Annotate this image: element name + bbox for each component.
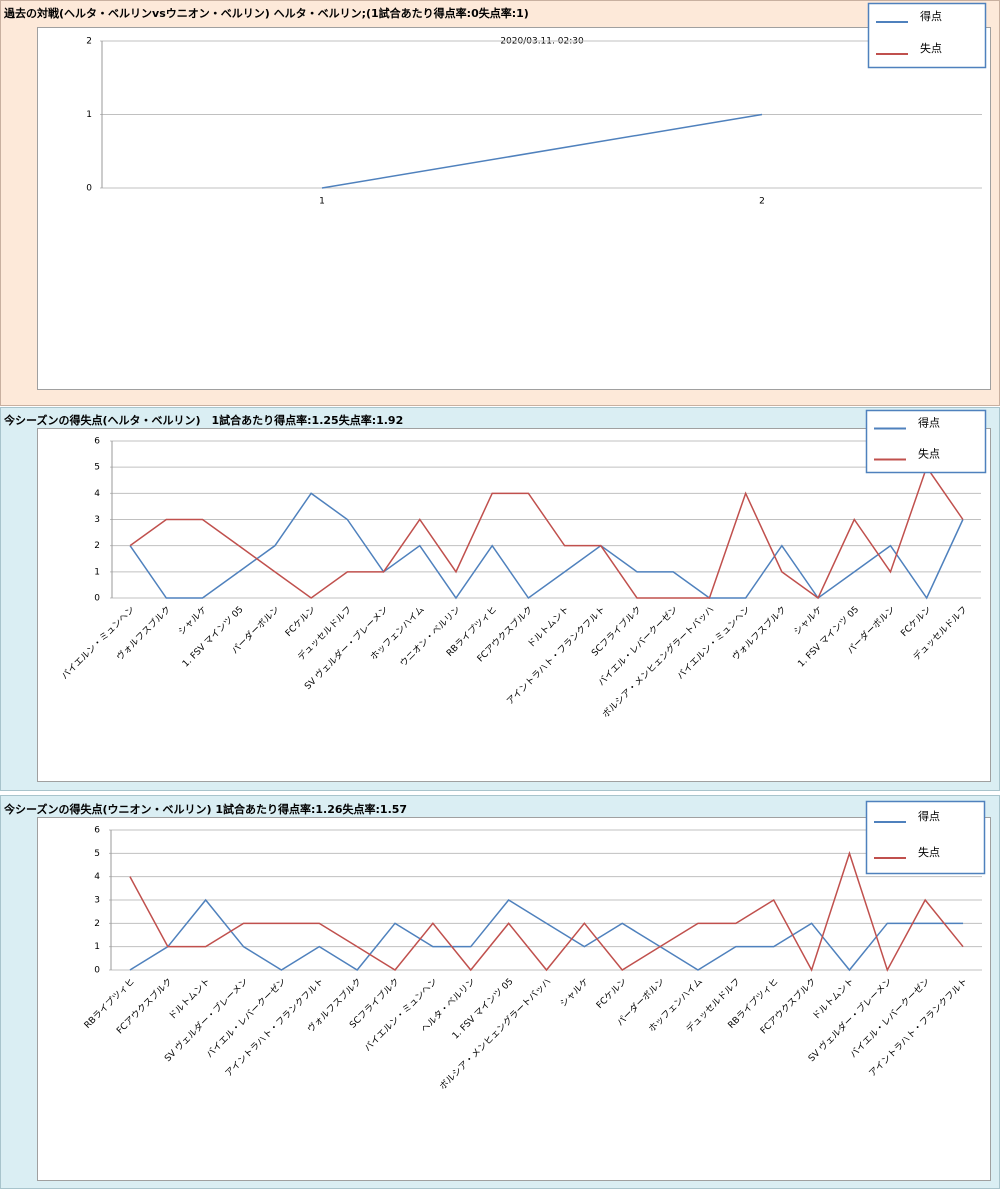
- legend-box: [865, 800, 986, 875]
- x-tick-label: 2: [759, 197, 765, 207]
- y-tick-label: 1: [86, 110, 92, 120]
- legend-box: [867, 2, 987, 69]
- y-tick-label: 5: [94, 849, 100, 859]
- y-tick-label: 5: [94, 463, 100, 473]
- plot-box: [37, 428, 991, 782]
- legend-label: 得点: [918, 417, 940, 430]
- plot-box: [37, 27, 991, 390]
- y-tick-label: 2: [94, 919, 100, 929]
- chart-title: 過去の対戦(ヘルタ・ベルリンvsウニオン・ベルリン) ヘルタ・ベルリン;(1試合…: [3, 6, 529, 20]
- y-tick-label: 6: [94, 826, 100, 836]
- chart-title: 今シーズンの得失点(ヘルタ・ベルリン) 1試合あたり得点率:1.25失点率:1.…: [3, 413, 403, 427]
- legend-label: 失点: [918, 846, 940, 859]
- legend-label: 失点: [918, 448, 940, 461]
- data-line: [129, 492, 964, 600]
- legend-label: 得点: [918, 810, 940, 823]
- data-line: [129, 850, 964, 972]
- y-tick-label: 3: [94, 515, 100, 525]
- y-tick-label: 2: [94, 541, 100, 551]
- y-tick-label: 1: [94, 942, 100, 952]
- y-tick-label: 1: [94, 567, 100, 577]
- y-tick-label: 6: [94, 437, 100, 447]
- data-line: [129, 898, 964, 972]
- plot-box: [37, 817, 991, 1181]
- data-line: [129, 465, 964, 600]
- x-tick-label: 1: [319, 197, 325, 207]
- chart-title: 今シーズンの得失点(ウニオン・ベルリン) 1試合あたり得点率:1.26失点率:1…: [3, 802, 407, 816]
- y-tick-label: 2: [86, 37, 92, 47]
- data-line: [321, 113, 763, 189]
- legend-label: 失点: [920, 42, 942, 55]
- y-tick-label: 0: [94, 966, 100, 976]
- legend-box: [865, 409, 987, 474]
- y-tick-label: 0: [94, 594, 100, 604]
- legend-label: 得点: [920, 10, 942, 23]
- y-tick-label: 0: [86, 184, 92, 194]
- y-tick-label: 4: [94, 872, 100, 882]
- y-tick-label: 4: [94, 489, 100, 499]
- y-tick-label: 3: [94, 896, 100, 906]
